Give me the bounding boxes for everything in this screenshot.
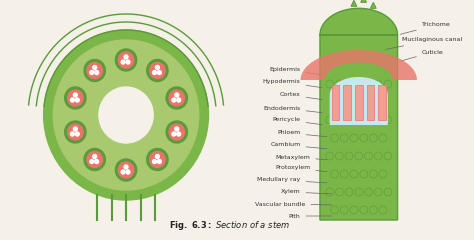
Text: $\bf{Fig.\ 6.3:}$ $\it{Section\ of\ a\ stem}$: $\bf{Fig.\ 6.3:}$ $\it{Section\ of\ a\ s… [169,219,291,232]
Text: Pith: Pith [289,214,332,218]
Circle shape [155,66,159,70]
Circle shape [124,55,128,59]
Circle shape [121,60,125,64]
Circle shape [44,30,209,200]
Text: Xylem: Xylem [281,190,332,194]
Circle shape [90,71,94,74]
Circle shape [153,160,156,163]
Circle shape [84,149,105,170]
Circle shape [153,71,156,74]
Circle shape [64,87,86,109]
Circle shape [177,132,181,136]
Circle shape [172,98,176,102]
Circle shape [73,127,77,131]
Circle shape [54,40,199,190]
Circle shape [90,160,94,163]
Circle shape [87,151,102,168]
Polygon shape [330,77,388,125]
Circle shape [93,155,97,158]
Text: Hypodermis: Hypodermis [263,79,322,88]
Circle shape [99,87,153,143]
Circle shape [147,60,168,82]
Circle shape [68,124,83,140]
Text: Cortex: Cortex [280,92,322,100]
Circle shape [75,132,79,136]
Circle shape [147,149,168,170]
Circle shape [64,121,86,143]
Text: Cuticle: Cuticle [400,49,444,61]
Text: Trichome: Trichome [400,23,450,34]
Circle shape [95,71,99,74]
Text: Cambium: Cambium [270,143,327,149]
Circle shape [118,162,134,178]
Text: Endodermis: Endodermis [264,106,322,113]
Text: Metaxylem: Metaxylem [275,155,327,160]
Polygon shape [355,85,363,120]
Circle shape [71,98,74,102]
Polygon shape [320,8,398,220]
Circle shape [166,87,187,109]
Circle shape [126,60,130,64]
Text: Vascular bundle: Vascular bundle [255,202,332,206]
Circle shape [115,49,137,71]
Polygon shape [332,85,339,120]
Circle shape [150,62,165,78]
Text: Protoxylem: Protoxylem [275,166,327,172]
Polygon shape [366,85,374,120]
Polygon shape [361,0,366,2]
Polygon shape [301,50,417,80]
Circle shape [150,151,165,168]
Circle shape [95,160,99,163]
Circle shape [166,121,187,143]
Text: Pericycle: Pericycle [273,118,322,125]
Polygon shape [351,0,357,6]
Circle shape [115,159,137,181]
Polygon shape [343,85,351,120]
Circle shape [175,127,179,131]
Circle shape [93,66,97,70]
Circle shape [169,90,184,106]
Circle shape [155,155,159,158]
Circle shape [126,170,130,174]
Circle shape [157,160,161,163]
Circle shape [169,124,184,140]
Circle shape [175,93,179,97]
Polygon shape [378,85,386,120]
Circle shape [71,132,74,136]
Circle shape [177,98,181,102]
Circle shape [124,165,128,169]
Text: Phloem: Phloem [277,131,327,137]
Circle shape [75,98,79,102]
Circle shape [68,90,83,106]
Circle shape [84,60,105,82]
Circle shape [87,62,102,78]
Circle shape [157,71,161,74]
Circle shape [73,93,77,97]
Text: Epidermis: Epidermis [269,67,322,75]
Text: Mucilaginous canal: Mucilaginous canal [386,37,463,49]
Polygon shape [370,2,376,8]
Text: Medullary ray: Medullary ray [257,178,327,183]
Circle shape [118,52,134,68]
Circle shape [121,170,125,174]
Circle shape [172,132,176,136]
